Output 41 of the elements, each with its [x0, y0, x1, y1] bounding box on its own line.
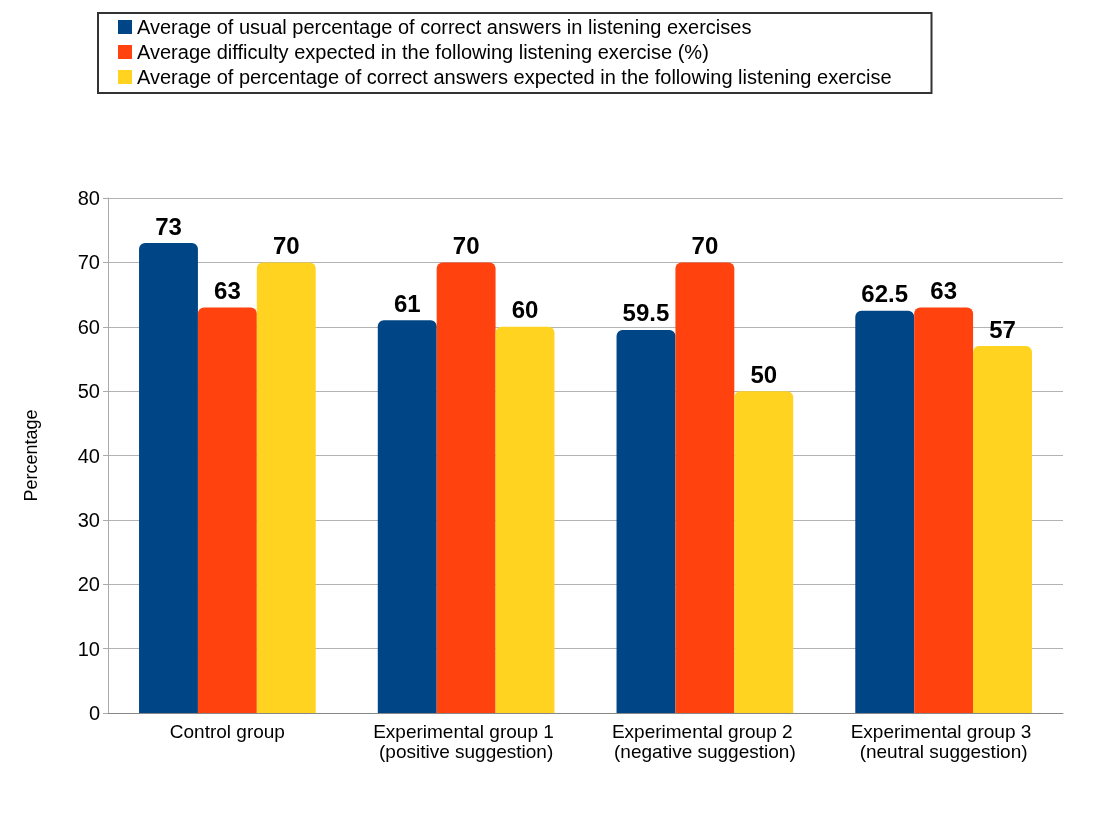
bar: [914, 307, 974, 713]
y-axis-title: Percentage: [21, 409, 41, 502]
data-label: 61: [393, 289, 421, 317]
bar: [139, 243, 198, 713]
legend-label: Average difficulty expected in the following listening exercise (%): [137, 41, 709, 63]
bar: [675, 262, 735, 713]
y-tick-label: 50: [77, 380, 100, 403]
data-label: 62.5: [861, 280, 909, 308]
data-label: 60: [511, 296, 539, 324]
y-tick-label: 20: [77, 573, 100, 596]
legend-label: Average of percentage of correct answers expected in the following listening exercise: [137, 66, 892, 88]
x-tick-label: Experimental group 3 (neutral suggestion): [850, 720, 1037, 762]
bar: [616, 329, 676, 713]
x-tick-label: Control group: [169, 720, 285, 742]
data-label: 70: [691, 231, 719, 259]
legend-label: Average of usual percentage of correct answers in listening exercises: [137, 16, 752, 38]
bar: [495, 326, 555, 713]
data-label: 70: [452, 231, 480, 259]
y-tick-label: 10: [77, 637, 100, 660]
bar: [734, 391, 794, 713]
bar: [855, 310, 915, 713]
data-label: 63: [930, 276, 957, 304]
data-label: 70: [272, 231, 300, 259]
data-label: 59.5: [622, 299, 670, 327]
y-tick-label: 40: [77, 444, 100, 467]
y-tick-label: 30: [77, 508, 100, 531]
data-label: 57: [989, 315, 1016, 343]
bar: [377, 320, 437, 713]
bar: [197, 307, 257, 713]
x-tick-label: Experimental group 1 (positive suggestion): [373, 720, 560, 762]
data-label: 63: [214, 276, 241, 304]
bar: [973, 346, 1032, 713]
y-tick-label: 70: [77, 251, 100, 274]
y-tick-label: 80: [77, 187, 100, 209]
y-tick-label: 60: [77, 315, 100, 338]
bar: [436, 262, 496, 713]
data-label: 50: [750, 360, 778, 388]
y-tick-label: 0: [88, 702, 100, 724]
bar: [256, 262, 316, 713]
data-label: 73: [155, 212, 182, 240]
x-tick-label: Experimental group 2 (negative suggestion): [611, 720, 798, 762]
